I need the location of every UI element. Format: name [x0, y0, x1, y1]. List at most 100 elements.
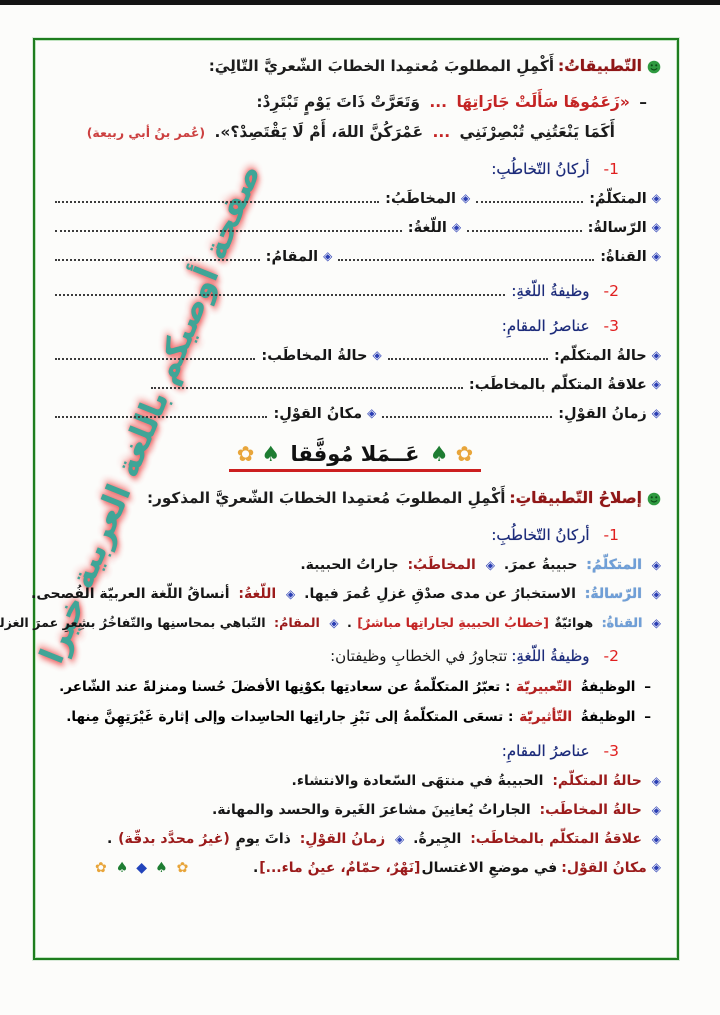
diamond-bullet-icon: ◈	[651, 557, 661, 572]
section1-number: 1-	[603, 159, 619, 178]
photo-edge-bar	[0, 0, 720, 5]
relation-blank-field	[151, 379, 463, 389]
banner-underlined-group: ✿♠ عَــمَلا مُوفَّقا ♠✿	[228, 441, 482, 472]
diamond-bullet-icon: ◈	[395, 831, 405, 846]
verse-line-1: – «زَعَمُوهَا سَأَلَتْ جَارَاتِهَا ... و…	[49, 92, 661, 113]
speaker-state-blank-field	[387, 350, 548, 360]
spade-icon: ♠	[429, 441, 449, 466]
answers-section1-number: 1-	[603, 525, 619, 544]
blank-row-states: ◈ حالةُ المتكلّم: ◈ حالةُ المخاطَب:	[49, 348, 661, 364]
smiley-icon	[647, 59, 661, 74]
time-answer-period: .	[106, 830, 113, 847]
context-blank-field	[55, 251, 260, 261]
diamond-bullet-icon: ◈	[651, 248, 661, 263]
verse-hemistich-1b: وَتَعَرَّتْ ذَاتَ يَوْمٍ تَبْتَرِدْ:	[256, 92, 420, 111]
function2-text: : تسعَى المتكلّمةُ إلى نَبْزِ جاراتِها ا…	[66, 708, 514, 725]
place-blank-field	[55, 408, 268, 418]
section1-title: أركانُ التّخاطُبِ:	[491, 159, 590, 178]
place-answer-label: مكانُ القوْل:	[561, 859, 647, 876]
verse-separator-2: ...	[432, 122, 451, 141]
answer-row-message-language: ◈ الرّسالةُ: الاستخبارُ عن مدى صدْقِ غزل…	[31, 585, 661, 602]
language-answer-value: أنساقُ اللّغة العربيّة الفُصحى.	[31, 585, 230, 602]
answer-row-place: ◈ مكانُ القوْل: في موضعِ الاغتسال [نَهْر…	[49, 860, 661, 876]
exercise2-instruction: أَكْمِلِ المطلوبَ مُعتمِدا الخطابَ الشّع…	[147, 488, 506, 507]
section3-number: 3-	[603, 316, 619, 335]
expressive-function-line: – الوظيفةُ التّعبيريّة : تعبّرُ المتكلّم…	[49, 679, 661, 695]
context-label: المقامُ:	[265, 248, 319, 265]
verse-dash: –	[639, 92, 647, 111]
channel-answer-period: .	[346, 614, 352, 630]
smiley-icon	[647, 491, 661, 506]
section2-number: 2-	[603, 281, 619, 300]
blank-row-speaker-addressee: ◈ المتكلّمُ: ◈ المخاطَبُ:	[49, 191, 661, 207]
speaker-label: المتكلّمُ:	[589, 190, 647, 207]
exercise1-instruction: أَكْمِلِ المطلوبَ مُعتمِدا الخطابَ الشّع…	[208, 57, 555, 76]
footer-decoration: ✿ ♠ ◆ ♠ ✿	[91, 860, 194, 876]
message-label: الرّسالةُ:	[587, 219, 647, 236]
verse-hemistich-2b: عَمْرَكُنَّ اللهَ، أَمْ لَا يَقْتَصِدْ؟»…	[214, 122, 424, 141]
channel-answer-bracket: [خطابُ الحبيبةِ لجاراتِها مباشرٌ]	[357, 614, 549, 630]
addressee-state-label: حالةُ المخاطَب:	[261, 347, 368, 364]
verse-hemistich-1a: «زَعَمُوهَا سَأَلَتْ جَارَاتِهَا	[456, 92, 630, 111]
spade-icon: ♠	[261, 441, 281, 466]
blank-row-channel-context: ◈ القناةُ: ◈ المقامُ:	[49, 249, 661, 265]
answers-section3-title: عناصرُ المقامِ:	[501, 741, 590, 760]
answers-section3-number: 3-	[603, 741, 619, 760]
time-label: زمانُ القوْلِ:	[558, 405, 647, 422]
function1-name: التّعبيريّة	[516, 678, 573, 695]
addressee-state-answer-value: الجاراتُ يُعانِينَ مشاعرَ الغَيرة والحسد…	[211, 801, 531, 818]
diamond-bullet-icon: ◈	[372, 347, 382, 362]
verse-hemistich-2a: أَكَمَا يَنْعَتُنِي تُبْصِرْنَنِي	[459, 122, 615, 141]
diamond-bullet-icon: ◈	[286, 586, 296, 601]
flower-icon: ✿	[176, 859, 191, 876]
speaker-state-answer-value: الحبيبةُ في منتهَى السّعادة والانتشاء.	[291, 772, 544, 789]
message-blank-field	[467, 222, 582, 232]
blank-row-relation: ◈ علاقةُ المتكلّم بالمخاطَب:	[49, 377, 661, 393]
time-answer-value: ذاتَ يومٍ	[235, 830, 291, 847]
diamond-bullet-icon: ◈	[651, 859, 661, 874]
answers-section1-title: أركانُ التّخاطُبِ:	[491, 525, 590, 544]
answer-row-channel-context: ◈ القناةُ: هوائيّةٌ [خطابُ الحبيبةِ لجار…	[0, 614, 661, 630]
channel-answer-label: القناةُ:	[601, 614, 643, 630]
speaker-state-answer-label: حالةُ المتكلّم:	[552, 772, 642, 789]
verse-separator-1: ...	[429, 92, 448, 111]
time-blank-field	[382, 408, 553, 418]
section2-title: وظيفةُ اللّغةِ:	[511, 281, 590, 300]
spade-icon: ♠	[115, 859, 131, 876]
diamond-bullet-icon: ◈	[460, 190, 471, 205]
addressee-blank-field	[55, 193, 380, 203]
diamond-bullet-icon: ◈	[329, 615, 339, 630]
place-answer-bracket: [نَهْرٌ، حمّامٌ، عينُ ماء...]	[259, 859, 421, 876]
banner-text: عَــمَلا مُوفَّقا	[290, 441, 420, 466]
section2-header: 2- وظيفةُ اللّغةِ:	[49, 282, 661, 300]
flower-icon: ✿	[236, 441, 255, 466]
diamond-bullet-icon: ◈	[651, 405, 661, 420]
language-answer-label: اللّغةُ:	[238, 585, 277, 602]
answers-section2-header: 2- وظيفةُ اللّغةِ: تتجاورُ في الخطابِ وظ…	[49, 647, 661, 665]
channel-blank-field	[338, 251, 595, 261]
influential-function-line: – الوظيفةُ التّأثيريّة : تسعَى المتكلّمة…	[49, 709, 661, 725]
language-blank-field	[55, 222, 402, 232]
diamond-bullet-icon: ◈	[651, 802, 661, 817]
addressee-answer-value: جاراتُ الحبيبة.	[300, 556, 399, 573]
addressee-state-blank-field	[55, 350, 256, 360]
speaker-answer-label: المتكلّمُ:	[586, 556, 642, 573]
diamond-bullet-icon: ◈	[651, 831, 661, 846]
exercise1-title: التّطبيقاتُ:	[558, 57, 642, 75]
diamond-bullet-icon: ◈	[451, 219, 462, 234]
dash-bullet: –	[644, 678, 651, 695]
diamond-bullet-icon: ◈	[651, 586, 661, 601]
green-frame: التّطبيقاتُ: أَكْمِلِ المطلوبَ مُعتمِدا …	[0, 38, 679, 960]
relation-answer-value: الجِيرةُ.	[413, 830, 462, 847]
function2-pre: الوظيفةُ	[580, 708, 636, 725]
place-answer-value: في موضعِ الاغتسال	[421, 859, 558, 876]
blank-row-time-place: ◈ زمانُ القوْلِ: ◈ مكانُ القوْلِ:	[49, 406, 661, 422]
answer-row-addressee-state: ◈ حالةُ المخاطَب: الجاراتُ يُعانِينَ مشا…	[49, 802, 661, 818]
function1-pre: الوظيفةُ	[580, 678, 636, 695]
relation-answer-label: علاقةُ المتكلّم بالمخاطَب:	[470, 830, 642, 847]
speaker-blank-field	[476, 193, 584, 203]
function2-name: التّأثيريّة	[519, 708, 573, 725]
answers-section2-number: 2-	[603, 646, 619, 665]
context-answer-label: المقامُ:	[274, 614, 320, 630]
